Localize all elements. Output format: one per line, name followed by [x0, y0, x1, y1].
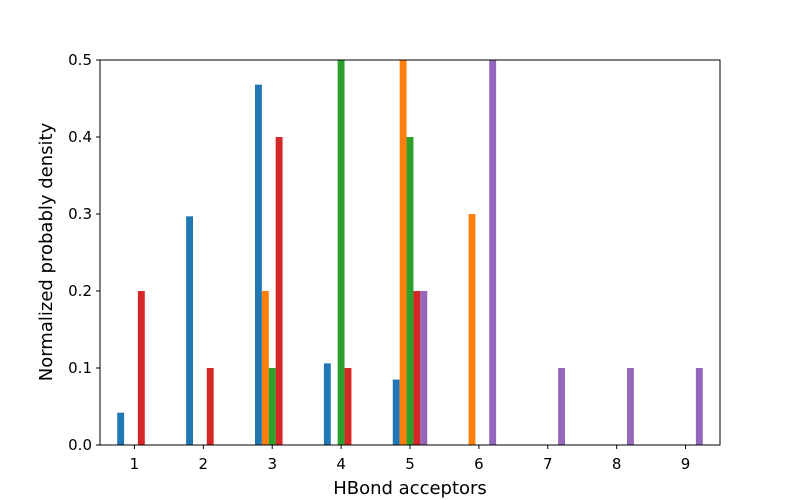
bar-series-2-x6: [469, 214, 476, 445]
bar-series-5-x5: [420, 291, 427, 445]
x-tick-label: 4: [336, 455, 346, 473]
x-tick-label: 6: [474, 455, 484, 473]
bar-series-5-x7: [558, 368, 565, 445]
bar-series-5-x6: [489, 60, 496, 445]
bar-series-1-x1: [117, 413, 124, 445]
x-axis-ticks: 1 2 3 4 5 6 7 8 9: [130, 445, 691, 473]
bar-series-4-x5: [413, 291, 420, 445]
bar-series-4-x3: [276, 137, 283, 445]
y-tick-label: 0.5: [68, 51, 92, 69]
x-tick-label: 7: [543, 455, 553, 473]
bar-series-4-x1: [138, 291, 145, 445]
y-axis-label: Normalized probably density: [36, 122, 57, 381]
bar-series-2-x5: [400, 60, 407, 445]
bar-series-2-x3: [262, 291, 269, 445]
bar-series-5-x8: [627, 368, 634, 445]
bar-series-5-x9: [696, 368, 703, 445]
y-tick-label: 0.0: [68, 436, 92, 454]
y-tick-label: 0.1: [68, 359, 92, 377]
x-tick-label: 1: [130, 455, 140, 473]
x-tick-label: 9: [681, 455, 691, 473]
bar-series-3-x3: [269, 368, 276, 445]
x-tick-label: 8: [612, 455, 622, 473]
bars-layer: [117, 60, 703, 445]
y-tick-label: 0.2: [68, 282, 92, 300]
bar-series-1-x5: [393, 380, 400, 445]
bar-series-1-x3: [255, 85, 262, 445]
bar-series-4-x2: [207, 368, 214, 445]
y-tick-label: 0.3: [68, 205, 92, 223]
bar-series-1-x2: [186, 216, 193, 445]
bar-series-1-x4: [324, 363, 331, 445]
x-axis-label: HBond acceptors: [333, 478, 487, 499]
x-tick-label: 2: [199, 455, 209, 473]
bar-series-3-x5: [407, 137, 414, 445]
y-axis-ticks: 0.0 0.1 0.2 0.3 0.4 0.5: [68, 51, 100, 454]
x-tick-label: 3: [267, 455, 277, 473]
bar-series-4-x4: [345, 368, 352, 445]
bar-series-3-x4: [338, 60, 345, 445]
x-tick-label: 5: [405, 455, 415, 473]
y-tick-label: 0.4: [68, 128, 92, 146]
